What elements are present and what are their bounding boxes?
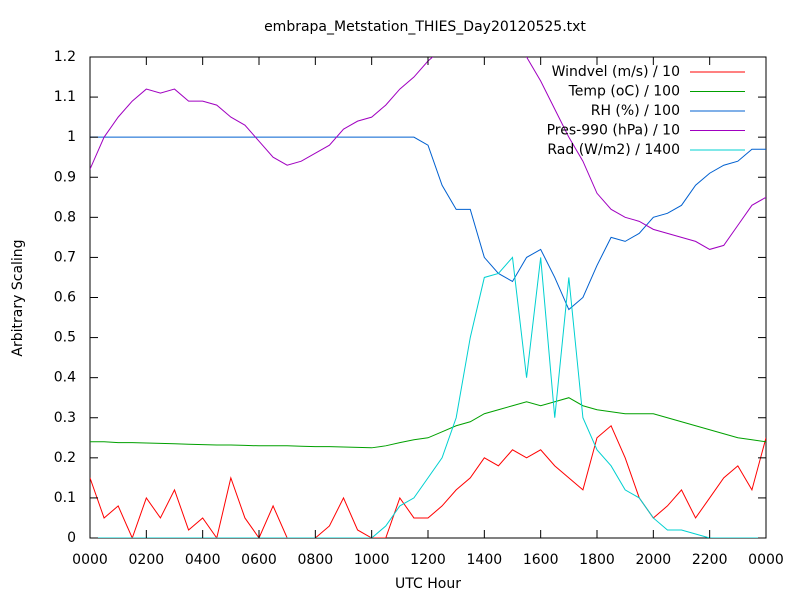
legend-label: Temp (oC) / 100 — [568, 84, 680, 100]
legend-label: Pres-990 (hPa) / 10 — [547, 123, 680, 139]
series-line — [90, 136, 766, 311]
y-tick-label: 0.4 — [54, 370, 76, 386]
x-tick-label: 0000 — [748, 552, 784, 568]
series-line — [90, 256, 766, 538]
x-tick-label: 0200 — [129, 552, 165, 568]
y-axis-label: Arbitrary Scaling — [10, 239, 26, 356]
legend-label: RH (%) / 100 — [591, 103, 680, 119]
x-tick-label: 0000 — [72, 552, 108, 568]
y-tick-label: 1.2 — [54, 49, 76, 65]
y-tick-label: 0.9 — [54, 169, 76, 185]
plot-area — [90, 57, 766, 538]
y-tick-label: 0.1 — [54, 490, 76, 506]
y-tick-label: 0.5 — [54, 330, 76, 346]
series-line — [90, 397, 766, 449]
y-tick-label: 0.7 — [54, 249, 76, 265]
x-tick-label: 1400 — [467, 552, 503, 568]
x-axis-label: UTC Hour — [395, 576, 461, 592]
x-tick-label: 1000 — [354, 552, 390, 568]
x-tick-label: 0800 — [298, 552, 334, 568]
y-tick-label: 0.2 — [54, 450, 76, 466]
legend-label: Rad (W/m2) / 1400 — [547, 142, 680, 158]
x-tick-label: 1800 — [579, 552, 615, 568]
y-tick-label: 0.3 — [54, 410, 76, 426]
x-tick-label: 2000 — [636, 552, 672, 568]
y-tick-label: 0.6 — [54, 290, 76, 306]
x-tick-label: 0400 — [185, 552, 221, 568]
series-line — [90, 424, 766, 538]
x-tick-label: 2200 — [692, 552, 728, 568]
y-tick-label: 0.8 — [54, 209, 76, 225]
y-tick-label: 1 — [67, 129, 76, 145]
y-tick-label: 1.1 — [54, 89, 76, 105]
chart-title: embrapa_Metstation_THIES_Day20120525.txt — [264, 19, 586, 35]
x-tick-label: 0600 — [241, 552, 277, 568]
x-tick-label: 1600 — [523, 552, 559, 568]
y-tick-label: 0 — [67, 530, 76, 546]
x-tick-label: 1200 — [410, 552, 446, 568]
legend-label: Windvel (m/s) / 10 — [552, 64, 680, 80]
